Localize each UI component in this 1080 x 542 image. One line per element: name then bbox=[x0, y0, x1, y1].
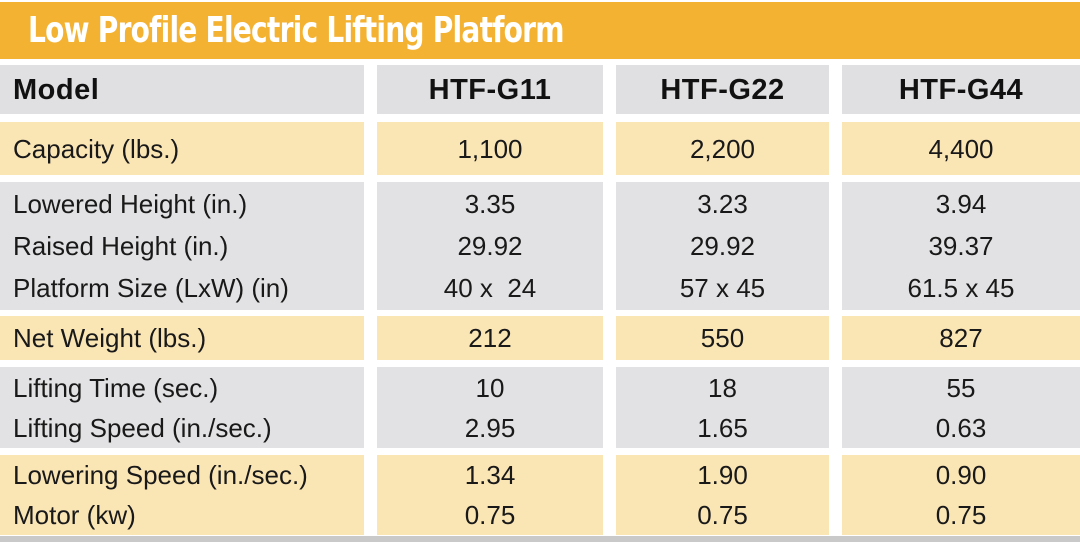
header-htf-g44: HTF-G44 bbox=[842, 65, 1080, 114]
row-label-group: Lowered Height (in.) Raised Height (in.)… bbox=[0, 182, 364, 310]
cell-value: 4,400 bbox=[842, 122, 1080, 175]
cell-value-group: 3.94 39.37 61.5 x 45 bbox=[842, 182, 1080, 310]
header-htf-g22: HTF-G22 bbox=[616, 65, 829, 114]
header-model: Model bbox=[0, 65, 364, 114]
cell-value-group: 18 1.65 bbox=[616, 367, 829, 448]
table-group-lifting: Lifting Time (sec.) Lifting Speed (in./s… bbox=[0, 367, 1080, 448]
page-title: Low Profile Electric Lifting Platform bbox=[28, 10, 564, 51]
cell-value-group: 55 0.63 bbox=[842, 367, 1080, 448]
cell-value: 550 bbox=[616, 316, 829, 360]
cell-value: 1,100 bbox=[377, 122, 603, 175]
table-group-lowering-motor: Lowering Speed (in./sec.) Motor (kw) 1.3… bbox=[0, 455, 1080, 535]
cell-value-group: 3.35 29.92 40 x 24 bbox=[377, 182, 603, 310]
cell-value: 2,200 bbox=[616, 122, 829, 175]
table-bottom-border bbox=[0, 536, 1080, 542]
cell-value-group: 1.34 0.75 bbox=[377, 455, 603, 535]
title-bar: Low Profile Electric Lifting Platform bbox=[0, 2, 1080, 59]
table-header-row: Model HTF-G11 HTF-G22 HTF-G44 bbox=[0, 65, 1080, 114]
row-label: Capacity (lbs.) bbox=[0, 122, 364, 175]
cell-value: 827 bbox=[842, 316, 1080, 360]
table-group-dimensions: Lowered Height (in.) Raised Height (in.)… bbox=[0, 182, 1080, 310]
row-label-group: Lifting Time (sec.) Lifting Speed (in./s… bbox=[0, 367, 364, 448]
cell-value-group: 1.90 0.75 bbox=[616, 455, 829, 535]
table-row-net-weight: Net Weight (lbs.) 212 550 827 bbox=[0, 316, 1080, 360]
row-label-group: Lowering Speed (in./sec.) Motor (kw) bbox=[0, 455, 364, 535]
table-row-capacity: Capacity (lbs.) 1,100 2,200 4,400 bbox=[0, 122, 1080, 175]
cell-value-group: 10 2.95 bbox=[377, 367, 603, 448]
cell-value-group: 0.90 0.75 bbox=[842, 455, 1080, 535]
cell-value: 212 bbox=[377, 316, 603, 360]
row-label: Net Weight (lbs.) bbox=[0, 316, 364, 360]
cell-value-group: 3.23 29.92 57 x 45 bbox=[616, 182, 829, 310]
header-htf-g11: HTF-G11 bbox=[377, 65, 603, 114]
